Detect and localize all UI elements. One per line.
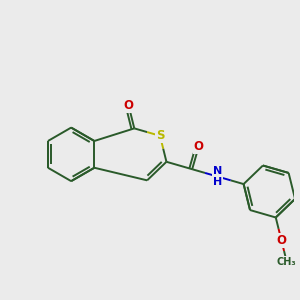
Text: CH₃: CH₃: [277, 257, 296, 267]
Text: S: S: [156, 129, 164, 142]
Text: O: O: [124, 99, 134, 112]
Text: N
H: N H: [213, 166, 223, 188]
Text: O: O: [276, 234, 286, 247]
Text: O: O: [194, 140, 204, 153]
